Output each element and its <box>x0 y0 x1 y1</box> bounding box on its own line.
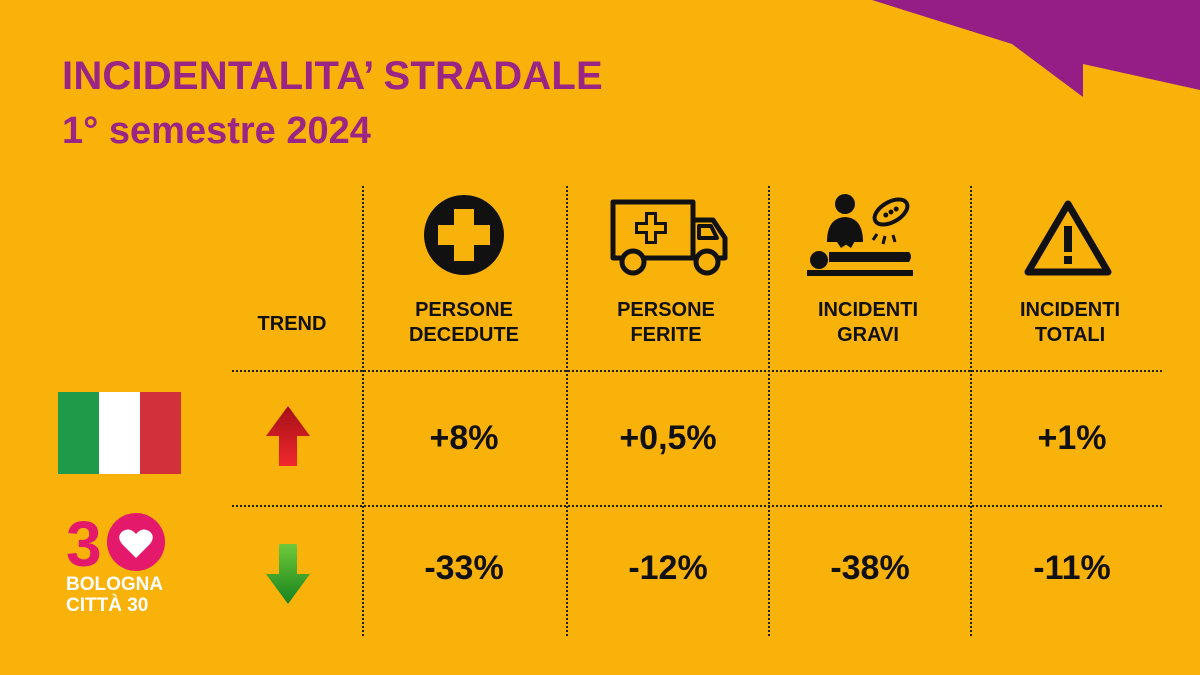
column-divider <box>566 186 568 636</box>
svg-text:3: 3 <box>66 512 100 572</box>
trend-up-arrow-icon <box>266 406 310 466</box>
page-title: INCIDENTALITA’ STRADALE <box>62 54 603 98</box>
bologna-value-persone-ferite: -12% <box>628 549 708 587</box>
medical-cross-icon <box>424 195 504 275</box>
page-subtitle: 1° semestre 2024 <box>62 110 371 152</box>
trend-column-header: TREND <box>257 313 327 335</box>
italy-value-persone-ferite: +0,5% <box>619 419 717 457</box>
ambulance-icon <box>610 199 728 276</box>
row-divider <box>232 370 1162 372</box>
row-divider <box>232 505 1162 507</box>
surgeon-patient-icon <box>807 194 913 276</box>
warning-triangle-icon <box>1024 200 1112 276</box>
italy-flag-icon <box>58 392 181 474</box>
trend-down-arrow-icon <box>266 544 310 604</box>
column-header-persone-ferite: PERSONE FERITE <box>617 299 715 346</box>
column-divider <box>970 186 972 636</box>
logo-line-2: CITTÀ 30 <box>66 595 149 616</box>
bologna-citta-30-logo: 3 <box>66 512 165 572</box>
column-header-incidenti-gravi: INCIDENTI GRAVI <box>818 299 918 346</box>
logo-line-1: BOLOGNA <box>66 574 164 595</box>
bologna-value-persone-decedute: -33% <box>424 549 504 587</box>
bologna-logo-text: BOLOGNA CITTÀ 30 <box>66 574 163 616</box>
column-divider <box>362 186 364 636</box>
column-divider <box>768 186 770 636</box>
bologna-value-incidenti-gravi: -38% <box>830 549 910 587</box>
column-header-persone-decedute: PERSONE DECEDUTE <box>408 299 519 346</box>
italy-value-incidenti-totali: +1% <box>1037 419 1107 457</box>
italy-value-persone-decedute: +8% <box>429 419 499 457</box>
bologna-value-incidenti-totali: -11% <box>1033 549 1111 587</box>
column-header-incidenti-totali: INCIDENTI TOTALI <box>1020 299 1120 346</box>
